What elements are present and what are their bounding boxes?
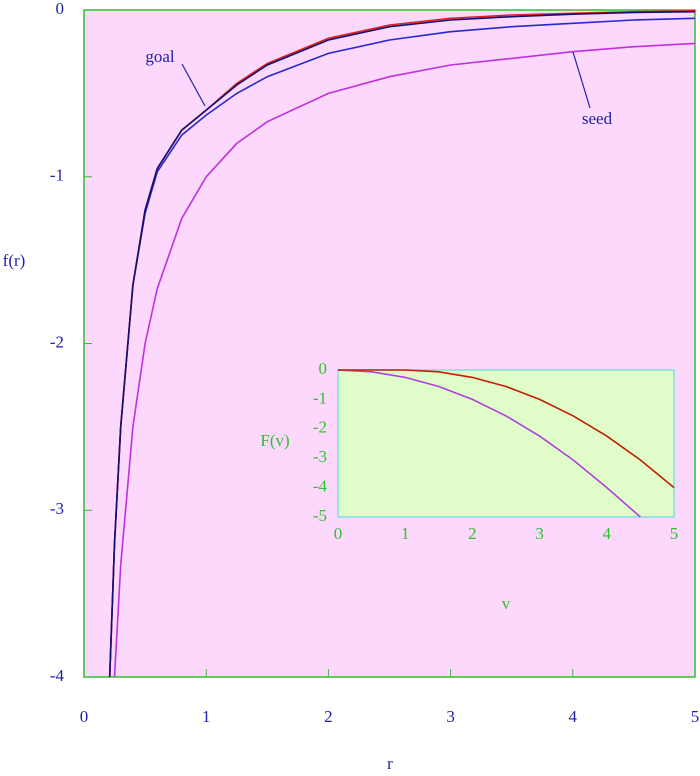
y-tick-label: -5: [313, 506, 327, 525]
x-tick-label: 1: [202, 707, 211, 726]
y-tick-label: -2: [50, 332, 64, 351]
y-tick-label: 0: [319, 359, 328, 378]
y-tick-label: -4: [313, 477, 328, 496]
series-line: [337, 369, 641, 518]
y-tick-label: -3: [50, 499, 64, 518]
x-tick-label: 5: [691, 707, 700, 726]
x-tick-label: 5: [670, 524, 679, 543]
series-label: goal: [145, 47, 175, 66]
x-tick-label: 3: [535, 524, 544, 543]
y-tick-label: -2: [313, 418, 327, 437]
x-tick-label: 0: [334, 524, 343, 543]
x-tick-label: 4: [603, 524, 612, 543]
y-axis-label: F(v): [260, 431, 289, 450]
y-tick-label: 0: [56, 0, 65, 18]
y-axis-label: f(r): [3, 251, 26, 270]
x-tick-label: 2: [324, 707, 333, 726]
x-tick-label: 0: [80, 707, 89, 726]
annotation-leader: [181, 63, 206, 107]
x-tick-label: 3: [446, 707, 455, 726]
series-label: seed: [582, 109, 613, 128]
y-tick-label: -4: [50, 666, 65, 685]
plot-background: [83, 9, 696, 678]
y-tick-label: -3: [313, 447, 327, 466]
series-line: [113, 42, 696, 678]
x-tick-label: 2: [468, 524, 477, 543]
x-tick-label: 4: [569, 707, 578, 726]
series-line: [338, 369, 675, 489]
plot-background: [337, 369, 675, 518]
x-axis-label: v: [502, 594, 511, 613]
annotation-leader: [572, 51, 591, 109]
x-tick-label: 1: [401, 524, 410, 543]
y-tick-label: -1: [50, 166, 64, 185]
series-line: [108, 10, 696, 678]
x-axis-label: r: [387, 754, 393, 773]
y-tick-label: -1: [313, 388, 327, 407]
